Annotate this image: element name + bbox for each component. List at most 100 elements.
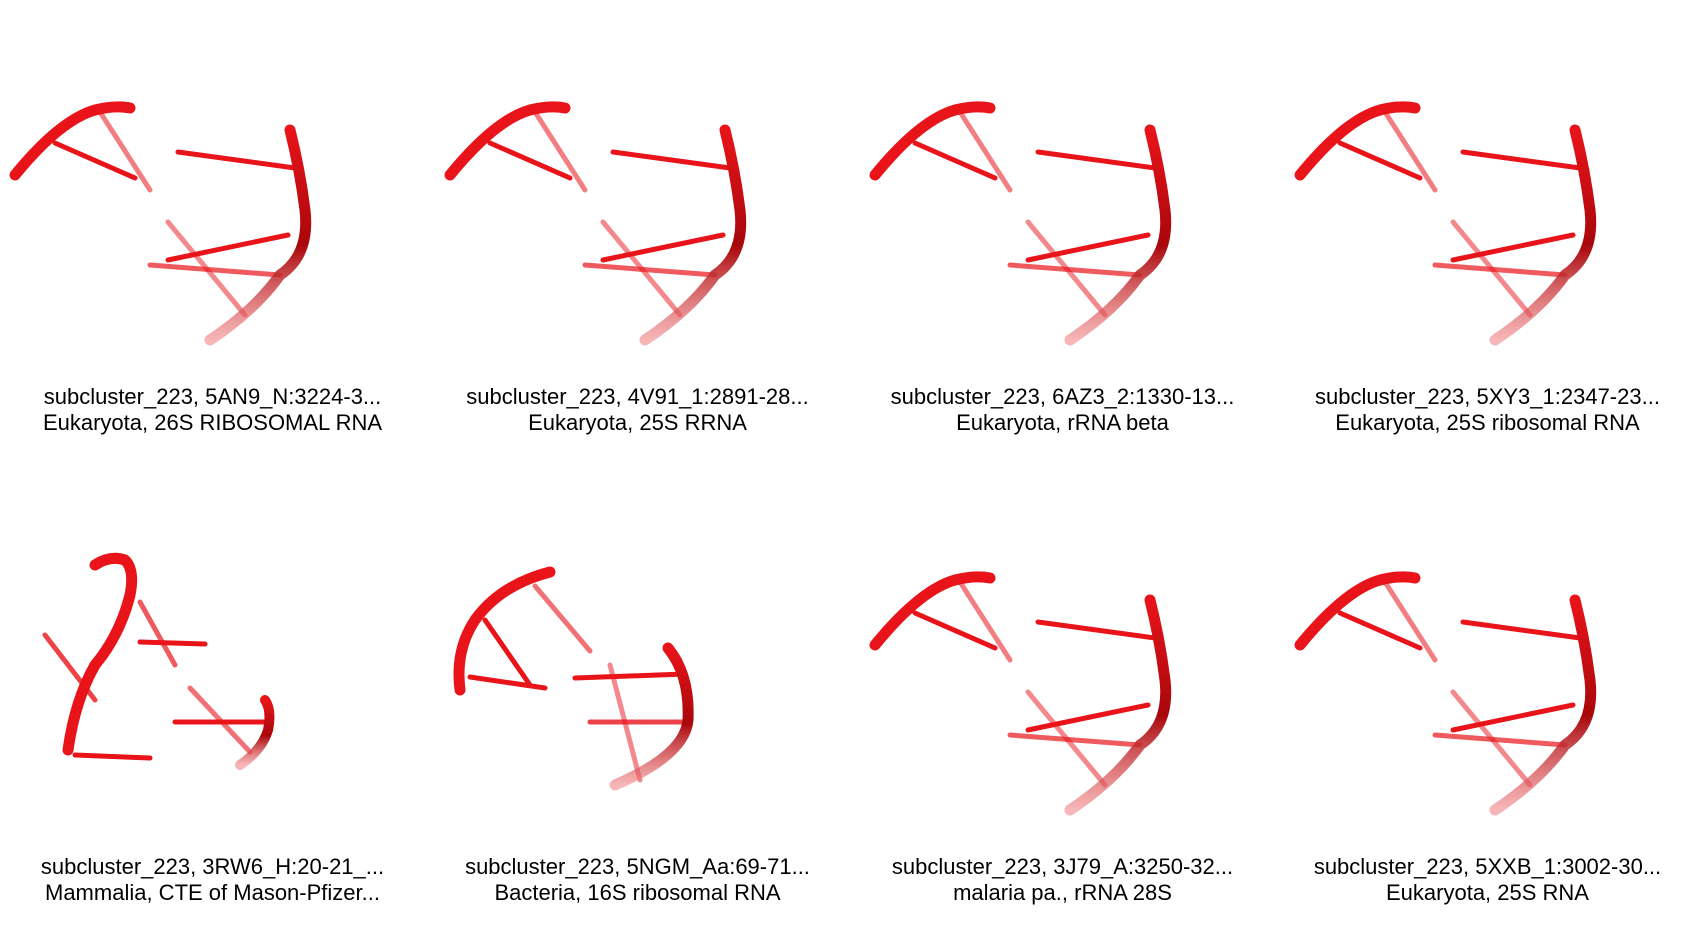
caption-id-line: subcluster_223, 4V91_1:2891-28... <box>466 384 809 409</box>
base-pair-stick <box>610 149 733 171</box>
backbone-strand <box>204 124 312 346</box>
caption-organism-line: Bacteria, 16S ribosomal RNA <box>494 880 781 905</box>
base-pair-stick <box>1450 219 1533 318</box>
structure-panel: subcluster_223, 5XY3_1:2347-23... Eukaryo… <box>1275 0 1700 470</box>
structure-panel: subcluster_223, 6AZ3_2:1330-13... Eukaryo… <box>850 0 1275 470</box>
caption-id-line: subcluster_223, 3J79_A:3250-32... <box>891 854 1234 879</box>
base-pair-stick <box>487 140 573 181</box>
base-pair-stick <box>187 685 253 755</box>
structure-panel: subcluster_223, 4V91_1:2891-28... Eukaryo… <box>425 0 850 470</box>
backbone-strand <box>235 695 275 770</box>
backbone-strand <box>609 642 694 791</box>
base-pair-stick <box>957 109 1013 193</box>
base-pair-stick <box>137 639 208 647</box>
backbone-strand <box>869 571 996 651</box>
caption-id-line: subcluster_223, 3RW6_H:20-21_... <box>40 854 385 879</box>
caption-organism-line: Eukaryota, rRNA beta <box>956 410 1169 435</box>
base-pair-stick <box>467 674 548 691</box>
structure-caption: subcluster_223, 5AN9_N:3224-3... Eukaryot… <box>0 384 425 436</box>
backbone-strand <box>869 101 996 181</box>
backbone-strand <box>1489 594 1597 816</box>
base-pair-stick <box>1382 579 1438 663</box>
backbone-strand <box>1064 124 1172 346</box>
backbone-strand <box>62 552 138 756</box>
base-pair-stick <box>912 140 998 181</box>
structure-panel: subcluster_223, 3J79_A:3250-32... malaria… <box>850 470 1275 940</box>
structure-caption: subcluster_223, 6AZ3_2:1330-13... Eukaryo… <box>850 384 1275 436</box>
base-pair-stick <box>1025 219 1108 318</box>
structure-caption: subcluster_223, 5XY3_1:2347-23... Eukaryo… <box>1275 384 1700 436</box>
backbone-strand <box>1294 101 1421 181</box>
base-pair-stick <box>1337 610 1423 651</box>
backbone-strand <box>9 101 136 181</box>
base-pair-stick <box>482 617 533 688</box>
rna-structure-render <box>1294 571 1597 816</box>
backbone-strand <box>453 566 556 696</box>
base-pair-stick <box>175 149 298 171</box>
base-pair-stick <box>1035 619 1158 641</box>
base-pair-stick <box>600 219 683 318</box>
rna-structure-render <box>869 101 1172 346</box>
caption-id-line: subcluster_223, 6AZ3_2:1330-13... <box>890 384 1235 409</box>
caption-organism-line: Eukaryota, 25S RRNA <box>528 410 747 435</box>
rna-structure-render <box>869 571 1172 816</box>
base-pair-stick <box>1450 689 1533 788</box>
structure-panel: subcluster_223, 5AN9_N:3224-3... Eukaryot… <box>0 0 425 470</box>
structure-caption: subcluster_223, 4V91_1:2891-28... Eukaryo… <box>425 384 850 436</box>
base-pair-stick <box>1450 232 1576 263</box>
caption-id-line: subcluster_223, 5XY3_1:2347-23... <box>1315 384 1660 409</box>
base-pair-stick <box>97 109 153 193</box>
base-pair-stick <box>1460 149 1583 171</box>
caption-organism-line: Mammalia, CTE of Mason-Pfizer... <box>45 880 380 905</box>
backbone-strand <box>1489 124 1597 346</box>
base-pair-stick <box>607 662 643 783</box>
caption-organism-line: Eukaryota, 25S RNA <box>1386 880 1589 905</box>
caption-organism-line: Eukaryota, 25S ribosomal RNA <box>1335 410 1640 435</box>
base-pair-stick <box>572 671 688 681</box>
backbone-strand <box>1294 571 1421 651</box>
base-pair-stick <box>532 583 593 654</box>
backbone-strand <box>444 101 571 181</box>
structure-panel: subcluster_223, 5NGM_Aa:69-71... Bacteria… <box>425 470 850 940</box>
base-pair-stick <box>72 752 153 761</box>
base-pair-stick <box>1450 702 1576 733</box>
base-pair-stick <box>1382 109 1438 193</box>
base-pair-stick <box>1025 702 1151 733</box>
structure-panel: subcluster_223, 3RW6_H:20-21_... Mammalia… <box>0 470 425 940</box>
base-pair-stick <box>582 262 718 278</box>
base-pair-stick <box>165 232 291 263</box>
rna-structure-render <box>9 101 312 346</box>
rna-structure-render <box>42 552 275 770</box>
rna-structure-render <box>1294 101 1597 346</box>
structure-caption: subcluster_223, 5NGM_Aa:69-71... Bacteria… <box>425 854 850 906</box>
base-pair-stick <box>1432 732 1568 748</box>
caption-id-line: subcluster_223, 5AN9_N:3224-3... <box>43 384 382 409</box>
caption-id-line: subcluster_223, 5XXB_1:3002-30... <box>1313 854 1662 879</box>
base-pair-stick <box>600 232 726 263</box>
caption-organism-line: malaria pa., rRNA 28S <box>953 880 1172 905</box>
base-pair-stick <box>912 610 998 651</box>
backbone-strand <box>1064 594 1172 816</box>
base-pair-stick <box>1007 262 1143 278</box>
base-pair-stick <box>137 599 178 668</box>
caption-organism-line: Eukaryota, 26S RIBOSOMAL RNA <box>42 410 383 435</box>
backbone-strand <box>639 124 747 346</box>
rna-structure-render <box>453 566 694 791</box>
base-pair-stick <box>52 140 138 181</box>
base-pair-stick <box>1432 262 1568 278</box>
base-pair-stick <box>1460 619 1583 641</box>
structure-caption: subcluster_223, 5XXB_1:3002-30... Eukaryo… <box>1275 854 1700 906</box>
base-pair-stick <box>957 579 1013 663</box>
structure-panel: subcluster_223, 5XXB_1:3002-30... Eukaryo… <box>1275 470 1700 940</box>
structure-caption: subcluster_223, 3J79_A:3250-32... malaria… <box>850 854 1275 906</box>
base-pair-stick <box>1025 232 1151 263</box>
base-pair-stick <box>165 219 248 318</box>
caption-id-line: subcluster_223, 5NGM_Aa:69-71... <box>465 854 810 879</box>
rna-structure-render <box>444 101 747 346</box>
base-pair-stick <box>1337 140 1423 181</box>
base-pair-stick <box>1007 732 1143 748</box>
base-pair-stick <box>1025 689 1108 788</box>
structure-caption: subcluster_223, 3RW6_H:20-21_... Mammalia… <box>0 854 425 906</box>
base-pair-stick <box>147 262 283 278</box>
